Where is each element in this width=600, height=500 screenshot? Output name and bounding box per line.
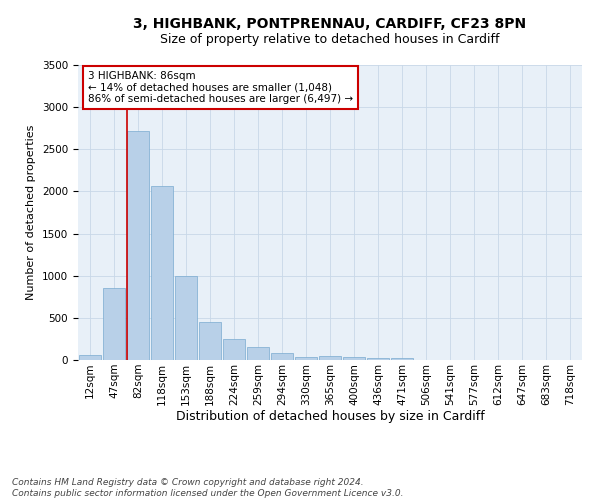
Bar [175, 276, 197, 360]
Text: 3 HIGHBANK: 86sqm
← 14% of detached houses are smaller (1,048)
86% of semi-detac: 3 HIGHBANK: 86sqm ← 14% of detached hous… [88, 71, 353, 104]
Bar [271, 354, 293, 360]
Y-axis label: Number of detached properties: Number of detached properties [26, 125, 37, 300]
Bar [295, 356, 317, 360]
Text: Size of property relative to detached houses in Cardiff: Size of property relative to detached ho… [160, 32, 500, 46]
Bar [223, 339, 245, 360]
Text: 3, HIGHBANK, PONTPRENNAU, CARDIFF, CF23 8PN: 3, HIGHBANK, PONTPRENNAU, CARDIFF, CF23 … [133, 18, 527, 32]
Bar [127, 130, 149, 360]
Bar [343, 358, 365, 360]
Bar [391, 358, 413, 360]
Bar [247, 347, 269, 360]
Bar [319, 356, 341, 360]
Text: Contains HM Land Registry data © Crown copyright and database right 2024.
Contai: Contains HM Land Registry data © Crown c… [12, 478, 404, 498]
Bar [79, 354, 101, 360]
Bar [151, 186, 173, 360]
Bar [199, 322, 221, 360]
X-axis label: Distribution of detached houses by size in Cardiff: Distribution of detached houses by size … [176, 410, 484, 424]
Bar [367, 358, 389, 360]
Bar [103, 288, 125, 360]
